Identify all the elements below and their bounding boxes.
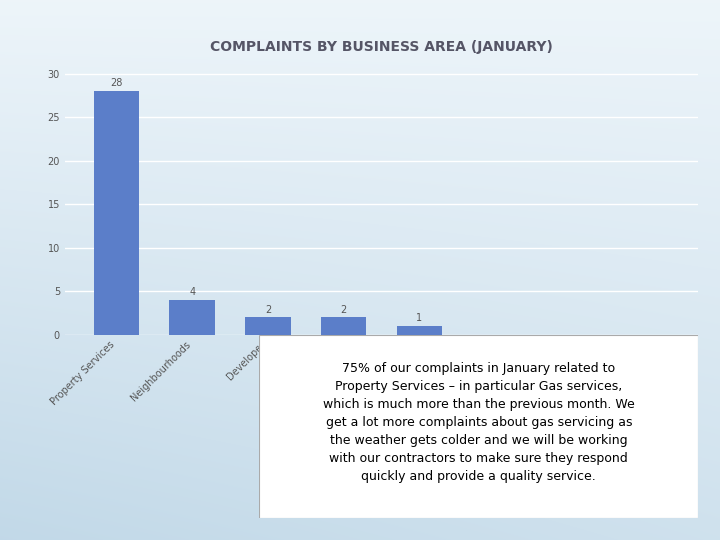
Text: 2: 2: [265, 305, 271, 315]
Text: 2: 2: [341, 305, 347, 315]
Title: COMPLAINTS BY BUSINESS AREA (JANUARY): COMPLAINTS BY BUSINESS AREA (JANUARY): [210, 40, 553, 54]
Bar: [169, 300, 215, 335]
Text: 1: 1: [416, 314, 423, 323]
Text: 75% of our complaints in January related to
Property Services – in particular Ga: 75% of our complaints in January related…: [323, 362, 634, 483]
Bar: [94, 91, 139, 335]
Bar: [246, 318, 291, 335]
FancyBboxPatch shape: [259, 335, 698, 518]
Bar: [321, 318, 366, 335]
Text: 28: 28: [110, 78, 122, 89]
Text: 4: 4: [189, 287, 195, 298]
Bar: [397, 326, 442, 335]
